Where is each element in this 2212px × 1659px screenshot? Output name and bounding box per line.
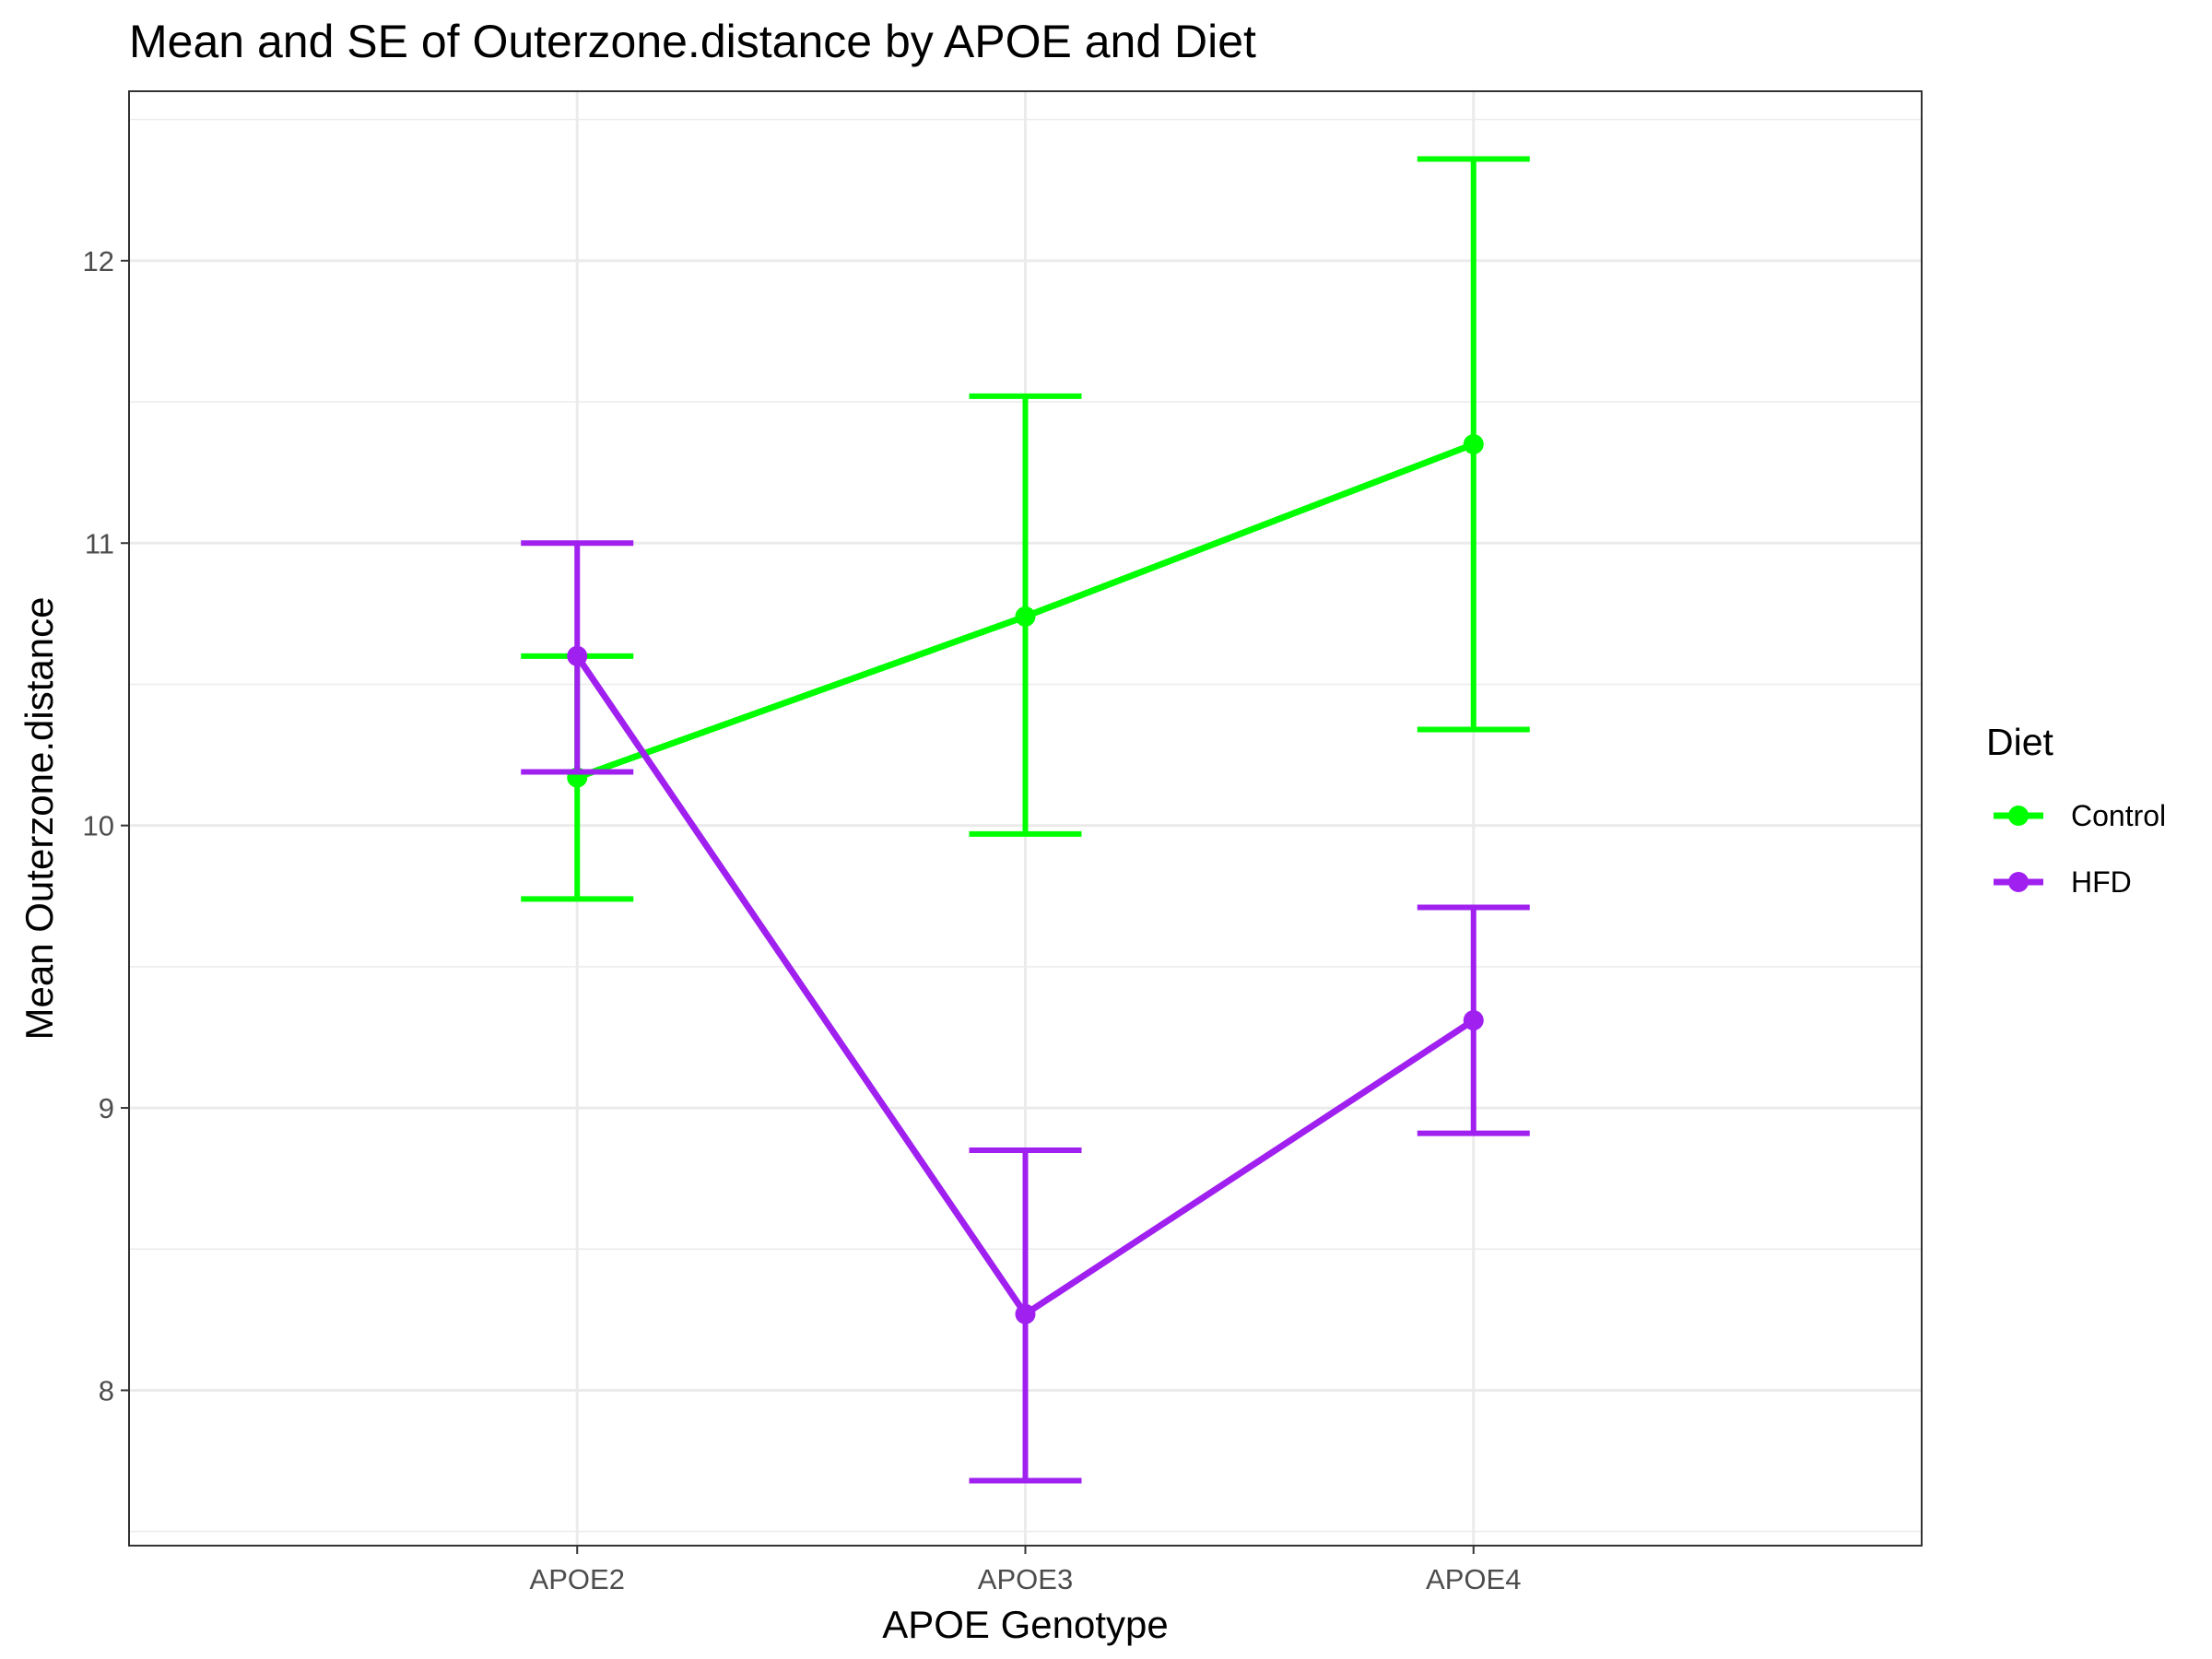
y-tick-label: 11 <box>85 527 114 559</box>
legend-title: Diet <box>1986 721 2054 763</box>
x-tick-label: APOE3 <box>978 1563 1073 1595</box>
data-point <box>1463 434 1484 455</box>
series-hfd <box>521 540 1530 1484</box>
x-axis-ticks: APOE2 APOE3 APOE4 <box>530 1546 1521 1595</box>
legend-label: HFD <box>2071 865 2132 899</box>
legend-key-point <box>2008 806 2029 826</box>
legend-item-control: Control <box>1994 799 2166 832</box>
x-axis-title: APOE Genotype <box>882 1603 1169 1646</box>
series-layer <box>521 156 1530 1484</box>
data-point <box>567 645 588 666</box>
data-point <box>1015 606 1036 627</box>
data-point <box>1463 1010 1484 1031</box>
series-control <box>521 156 1530 902</box>
data-point <box>1015 1303 1036 1324</box>
chart-title: Mean and SE of Outerzone.distance by APO… <box>129 16 1256 67</box>
legend: Diet Control HFD <box>1986 721 2166 899</box>
y-axis-title: Mean Outerzone.distance <box>18 597 61 1041</box>
x-tick-label: APOE4 <box>1426 1563 1521 1595</box>
legend-key-point <box>2008 872 2029 892</box>
legend-item-hfd: HFD <box>1994 865 2132 899</box>
y-tick-label: 10 <box>83 810 114 842</box>
y-tick-label: 8 <box>99 1374 114 1406</box>
y-tick-label: 12 <box>83 245 114 277</box>
legend-label: Control <box>2071 799 2166 832</box>
y-axis-ticks: 8 9 10 11 12 <box>83 245 129 1406</box>
y-tick-label: 9 <box>99 1092 114 1124</box>
x-tick-label: APOE2 <box>530 1563 625 1595</box>
